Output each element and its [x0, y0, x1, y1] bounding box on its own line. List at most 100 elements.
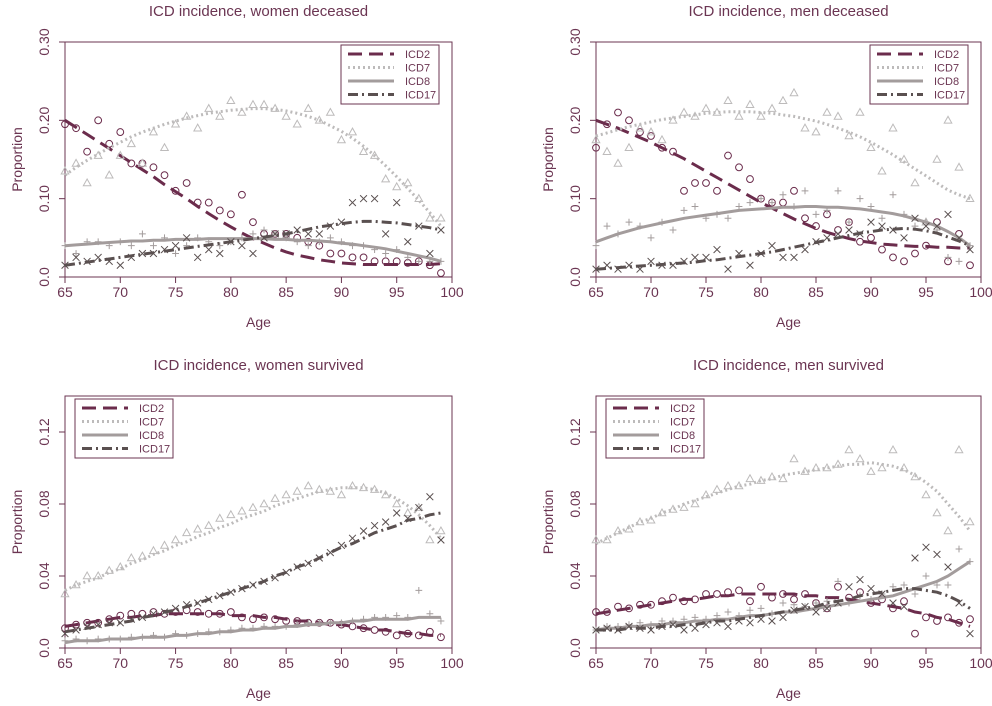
point-plus: [922, 572, 930, 580]
point-triangle: [347, 480, 358, 490]
point-circle: [900, 597, 908, 606]
point-triangle: [60, 588, 70, 598]
y-tick-label: 0.04: [36, 562, 52, 589]
point-circle: [348, 253, 357, 262]
plot-frame: [595, 395, 982, 649]
x-tick-label: 70: [643, 655, 659, 671]
point-plus: [768, 199, 776, 206]
x-tick-label: 85: [278, 284, 294, 300]
point-triangle: [800, 123, 810, 132]
point-triangle: [613, 525, 623, 535]
point-triangle: [259, 498, 269, 508]
point-cross: [724, 622, 732, 631]
point-triangle: [734, 111, 744, 120]
point-triangle: [270, 493, 280, 502]
x-tick-label: 90: [334, 655, 350, 671]
point-cross: [392, 198, 401, 207]
series-icd7: [60, 480, 446, 598]
x-tick-label: 70: [112, 284, 128, 300]
point-circle: [204, 198, 213, 207]
point-circle: [966, 261, 974, 270]
point-circle: [226, 210, 235, 219]
point-plus: [260, 226, 268, 234]
legend-label: ICD2: [139, 403, 164, 415]
point-plus: [326, 234, 334, 242]
y-tick-label: 0.12: [567, 418, 583, 445]
point-triangle: [811, 127, 821, 136]
fit-line-icd7: [64, 107, 443, 228]
point-triangle: [170, 534, 181, 544]
point-triangle: [71, 158, 81, 167]
point-triangle: [965, 516, 975, 526]
point-plus: [823, 597, 831, 605]
point-cross: [966, 629, 974, 638]
legend-label: ICD8: [934, 76, 959, 88]
point-triangle: [270, 103, 280, 112]
x-tick-label: 95: [918, 655, 934, 671]
point-triangle: [690, 111, 700, 120]
series-icd2: [61, 116, 445, 277]
y-tick-label: 0.0: [567, 267, 583, 287]
x-axis-label: Age: [246, 314, 271, 330]
point-cross: [348, 198, 357, 207]
point-cross: [768, 617, 776, 625]
point-triangle: [646, 127, 656, 136]
point-cross: [381, 230, 390, 238]
y-tick-label: 0.10: [567, 185, 583, 212]
point-triangle: [369, 150, 380, 159]
point-cross: [293, 226, 301, 234]
point-triangle: [712, 484, 722, 493]
point-plus: [834, 578, 842, 585]
x-tick-label: 85: [808, 284, 824, 300]
fit-line-icd8: [595, 205, 971, 247]
point-plus: [592, 242, 600, 250]
point-triangle: [137, 551, 148, 560]
point-triangle: [159, 540, 170, 549]
x-tick-label: 70: [112, 655, 128, 671]
point-circle: [856, 237, 864, 246]
point-triangle: [303, 103, 313, 112]
point-plus: [867, 203, 875, 210]
series-icd2: [592, 582, 974, 638]
x-tick-label: 80: [223, 284, 239, 300]
point-cross: [790, 606, 798, 614]
point-triangle: [193, 123, 203, 132]
point-plus: [603, 222, 611, 230]
point-triangle: [148, 127, 159, 136]
point-triangle: [425, 534, 435, 544]
y-tick-label: 0.08: [567, 490, 583, 517]
point-triangle: [932, 154, 942, 163]
point-circle: [182, 179, 191, 187]
legend-label: ICD7: [405, 63, 430, 75]
series-icd17: [592, 543, 974, 638]
point-triangle: [789, 87, 799, 97]
point-triangle: [314, 115, 324, 124]
point-circle: [83, 147, 92, 156]
point-cross: [922, 222, 930, 230]
point-circle: [149, 163, 158, 172]
series-icd8: [61, 587, 445, 645]
point-cross: [426, 249, 434, 258]
legend-label: ICD7: [934, 63, 959, 75]
x-tick-label: 75: [698, 655, 714, 671]
point-cross: [944, 210, 952, 219]
fit-line-icd7: [595, 461, 972, 545]
point-circle: [735, 163, 743, 172]
point-cross: [867, 584, 875, 593]
point-triangle: [877, 166, 887, 175]
legend-label: ICD8: [139, 430, 164, 442]
series-icd7: [591, 87, 975, 226]
point-cross: [823, 604, 831, 613]
x-tick-label: 65: [57, 284, 73, 300]
point-triangle: [392, 181, 402, 191]
point-triangle: [866, 466, 876, 475]
x-tick-label: 85: [278, 655, 294, 671]
point-triangle: [767, 103, 777, 112]
point-circle: [647, 132, 655, 140]
point-cross: [72, 253, 80, 262]
legend-label: ICD17: [670, 444, 701, 456]
point-cross: [845, 583, 853, 591]
point-circle: [944, 613, 952, 622]
